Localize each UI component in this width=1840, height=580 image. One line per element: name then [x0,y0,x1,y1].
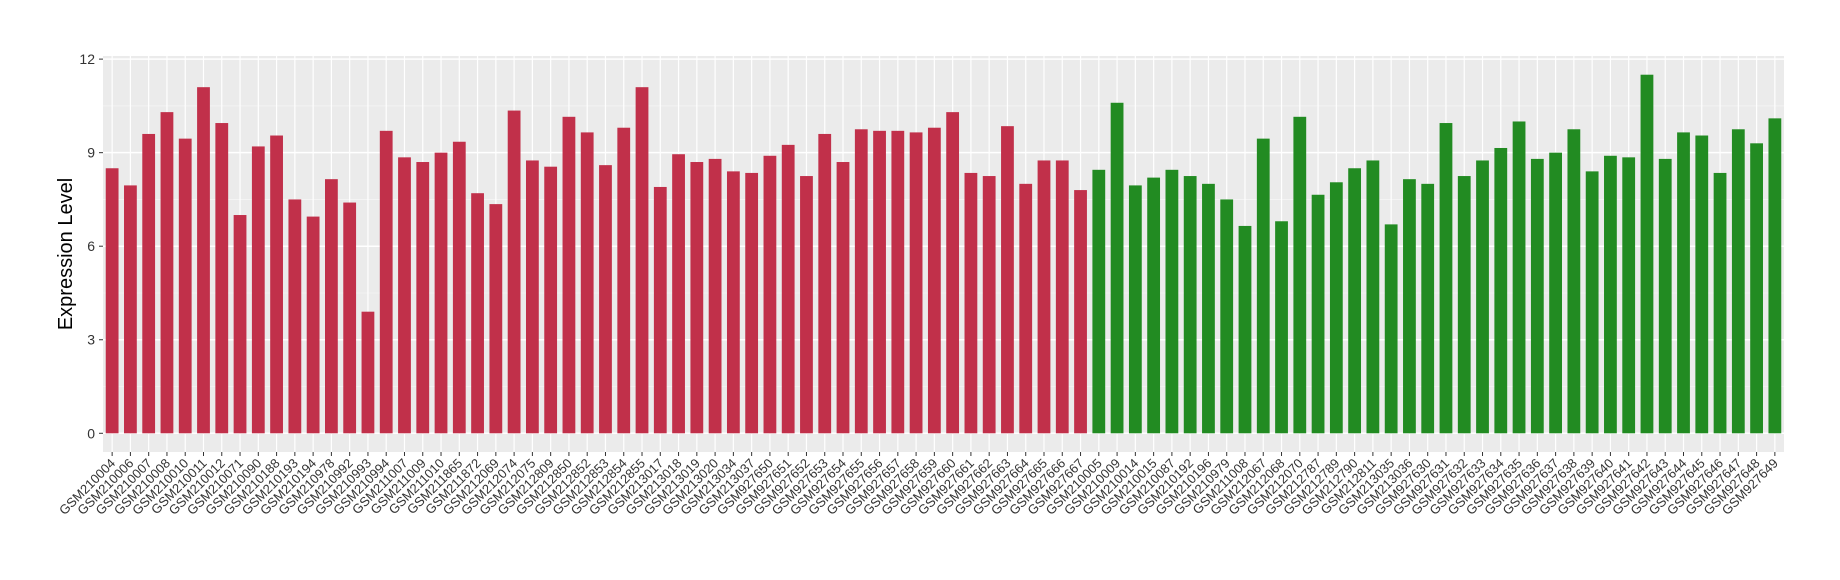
bar [1311,194,1325,434]
bar [1750,143,1763,434]
bar [197,87,210,434]
bar [452,141,466,434]
bar [726,171,740,434]
bar [690,162,704,434]
bar [891,130,905,434]
bar [946,112,960,434]
bar [1439,123,1453,434]
bar [489,204,503,434]
bar [1128,185,1142,434]
bar [1658,158,1672,434]
bar [1055,160,1069,434]
bar [1530,158,1544,434]
bar [1366,160,1380,434]
bar [562,116,576,434]
bar [672,154,685,434]
bar [763,155,777,434]
y-axis-title: Expression Level [55,178,77,330]
y-tick-label: 0 [87,425,95,441]
bar [270,135,283,434]
bar [306,216,320,434]
bar [1147,177,1161,434]
bar [1329,182,1343,434]
bar [1275,221,1288,434]
bar [1092,169,1106,434]
bar [1256,138,1270,434]
y-tick-label: 6 [87,238,95,254]
bar [909,132,923,434]
bar [1348,168,1362,434]
bar [215,123,229,434]
bar [599,165,612,434]
bar [708,158,722,434]
bar [544,166,558,434]
bar [1622,157,1636,434]
bar [1713,172,1727,434]
y-tick-label: 12 [79,51,95,67]
bar [251,146,265,434]
bar [325,179,338,434]
y-tick-label: 3 [87,332,95,348]
bar [964,172,978,434]
bar [1768,118,1782,434]
bar [927,127,941,434]
bar [854,129,868,434]
bar [105,168,119,434]
bar [635,87,649,434]
bar [142,133,156,434]
bar [379,130,393,434]
bar [1476,160,1489,434]
bar [471,193,484,434]
bar [1457,176,1471,434]
bar [343,202,357,434]
bar [781,144,795,434]
bar [1165,169,1179,434]
bar [1731,129,1745,434]
bar [398,157,411,434]
bar [1293,116,1307,434]
bar [1567,129,1581,434]
bar [160,112,174,434]
bar [1037,160,1051,434]
bar [361,311,375,434]
bar [1110,102,1124,434]
bar [233,215,247,434]
bar [525,160,539,434]
bar [1640,74,1654,434]
bar [1549,152,1562,434]
bar [1403,179,1416,434]
bar [818,133,832,434]
bar [288,199,302,434]
bar [1695,135,1709,434]
bar [873,130,886,434]
bar [653,186,667,434]
bar [1384,224,1398,434]
bar [1494,147,1508,434]
bar [1677,132,1690,434]
bar [1001,126,1014,434]
bar [434,152,448,434]
bar [1512,121,1526,434]
bar [1421,183,1435,434]
bar [507,110,521,434]
y-tick-label: 9 [87,145,95,161]
bar [580,132,594,434]
bar [416,162,430,434]
bar [1238,225,1252,434]
bar [836,162,850,434]
bar [124,185,137,434]
bar [1074,190,1087,434]
bar [1585,171,1599,434]
bar [982,176,996,434]
bar [745,172,759,434]
bar [1604,155,1617,434]
bar [1202,183,1215,434]
bar [1220,199,1234,434]
bar [617,127,631,434]
bar [1019,183,1033,434]
bar [1183,176,1197,434]
bar [800,176,813,434]
bar [178,138,192,434]
